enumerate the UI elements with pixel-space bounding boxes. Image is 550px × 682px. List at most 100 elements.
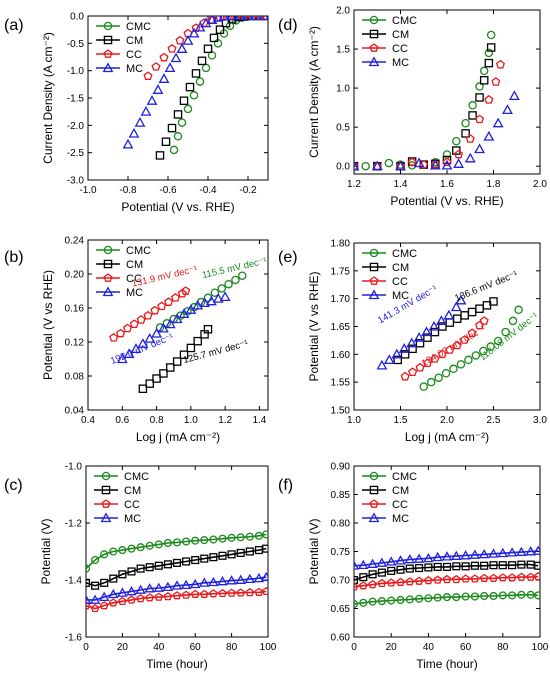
data-point	[158, 73, 170, 83]
data-point	[138, 384, 148, 393]
data-point	[86, 578, 91, 587]
data-point	[408, 367, 418, 377]
data-point	[164, 297, 174, 306]
data-point	[391, 348, 403, 359]
data-point	[489, 573, 498, 582]
legend-marker	[103, 259, 113, 269]
data-point	[393, 355, 402, 365]
y-tick-label: 0.08	[65, 372, 85, 383]
x-tick-label: 2.0	[440, 415, 454, 426]
data-point	[470, 592, 479, 601]
data-point	[177, 288, 187, 298]
data-point	[146, 95, 158, 105]
data-point	[145, 541, 154, 550]
data-point	[209, 589, 218, 598]
data-point	[498, 573, 508, 582]
data-point	[215, 25, 225, 34]
data-point	[354, 160, 360, 171]
data-point	[144, 583, 155, 593]
x-tick-label: 0.8	[150, 415, 164, 426]
data-point	[122, 323, 132, 333]
data-point	[508, 90, 520, 101]
data-point	[469, 549, 481, 559]
data-point	[534, 561, 540, 570]
data-point	[384, 158, 394, 168]
data-point	[385, 556, 397, 566]
legend-label: CM	[126, 35, 143, 47]
legend-item-cmc: CMC	[94, 471, 149, 483]
data-point	[205, 295, 217, 306]
data-point	[151, 62, 161, 71]
legend-label: CC	[124, 499, 140, 511]
y-tick-label: 0.04	[65, 406, 85, 417]
legend-marker	[369, 248, 379, 258]
data-point	[377, 578, 387, 588]
data-point	[376, 557, 388, 567]
series-cm	[138, 324, 213, 393]
data-point	[387, 596, 396, 605]
data-point	[480, 591, 489, 601]
data-point	[434, 373, 443, 382]
data-point	[136, 593, 145, 603]
x-axis-label: Potential (V vs. RHE)	[121, 200, 234, 214]
data-point	[123, 348, 135, 359]
panel-f: (f) 0 20 40 60 80 100 0.60 0.65 0.70 0.75 0.80 0.85 0…	[278, 462, 549, 672]
data-point	[154, 592, 164, 601]
legend-item-cm: CM	[362, 262, 409, 274]
x-tick-label: 0	[351, 642, 357, 653]
legend-item-cmc: CMC	[362, 15, 417, 27]
data-point	[453, 158, 465, 168]
data-point	[227, 533, 236, 542]
data-point	[489, 591, 498, 601]
legend-marker	[369, 499, 379, 508]
data-point	[127, 567, 136, 576]
x-tick-label: 0.6	[115, 415, 129, 426]
legend-item-cc: CC	[94, 499, 140, 511]
x-axis-label: Potential (V vs. RHE)	[390, 194, 503, 208]
data-point	[218, 551, 227, 560]
data-point	[260, 571, 268, 582]
data-point	[244, 573, 256, 584]
data-point	[159, 369, 168, 378]
data-point	[445, 318, 455, 327]
data-point	[224, 279, 233, 289]
y-tick-label: 0.80	[331, 519, 351, 530]
data-point	[116, 328, 126, 338]
legend-label: MC	[392, 57, 409, 69]
data-point	[236, 588, 246, 597]
y-tick-label: 0.20	[65, 270, 85, 281]
data-point	[449, 364, 458, 374]
data-point	[508, 591, 517, 600]
data-point	[182, 557, 191, 566]
data-point	[475, 304, 484, 313]
data-point	[451, 574, 461, 584]
y-tick-label: 0.5	[336, 123, 350, 134]
data-point	[118, 570, 127, 579]
legend-label: CC	[392, 43, 408, 55]
data-point	[262, 544, 268, 553]
data-point	[181, 286, 191, 295]
legend-item-cm: CM	[94, 485, 141, 497]
data-point	[354, 582, 359, 591]
data-point	[517, 590, 526, 599]
data-point	[506, 547, 518, 557]
legend-label: CMC	[392, 471, 417, 483]
data-point	[421, 326, 433, 337]
data-point	[387, 566, 396, 575]
data-point	[371, 160, 383, 171]
data-point	[441, 551, 453, 561]
data-point	[461, 129, 470, 138]
legend-label: CC	[126, 273, 142, 285]
x-tick-label: -1.0	[79, 185, 97, 196]
legend-marker	[101, 471, 111, 481]
data-point	[433, 593, 442, 602]
data-point	[435, 315, 447, 326]
x-tick-label: -0.8	[119, 185, 137, 196]
data-point	[452, 136, 461, 146]
data-point	[98, 591, 110, 602]
data-point	[354, 161, 359, 171]
data-point	[212, 292, 224, 303]
data-point	[137, 338, 149, 348]
data-point	[128, 127, 140, 138]
